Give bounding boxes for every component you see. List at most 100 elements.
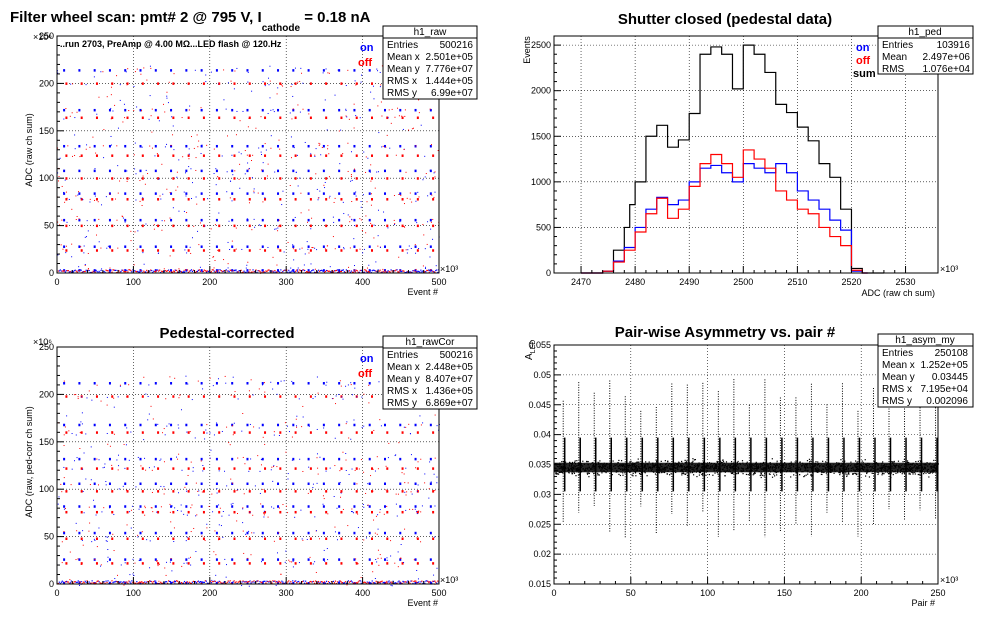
noise-point: [299, 177, 301, 179]
noise-point: [264, 143, 266, 145]
panel-pedestal: Shutter closed (pedestal data) 2470 2480 2…: [522, 11, 974, 298]
baseline-point: [237, 581, 239, 583]
noise-point: [75, 434, 77, 436]
on-point: [108, 582, 111, 585]
on-point: [215, 558, 218, 561]
noise-point: [342, 508, 344, 510]
on-point: [93, 505, 96, 508]
noise-point: [198, 140, 200, 142]
on-point: [231, 192, 234, 195]
asym-point: [741, 460, 744, 462]
noise-point: [190, 168, 192, 170]
off-point: [355, 224, 358, 228]
on-point: [322, 192, 325, 195]
on-point: [185, 245, 188, 248]
off-point: [218, 467, 221, 470]
on-point: [399, 505, 402, 508]
asym-point: [912, 471, 914, 474]
asym-point: [620, 460, 623, 462]
noise-point: [151, 491, 153, 493]
noise-point: [167, 102, 169, 104]
on-point: [170, 108, 173, 112]
off-point: [340, 537, 343, 540]
asym-point: [686, 460, 688, 462]
noise-point: [246, 154, 248, 156]
on-point: [108, 245, 111, 248]
x-tick-label: 2480: [625, 277, 645, 287]
on-point: [429, 108, 432, 112]
baseline-point: [364, 269, 366, 271]
noise-point: [327, 145, 329, 147]
noise-point: [403, 149, 405, 151]
on-point: [108, 144, 111, 148]
asym-point: [588, 472, 591, 474]
asym-point: [693, 459, 696, 461]
noise-point: [64, 508, 66, 510]
baseline-point: [322, 582, 325, 584]
noise-point: [198, 244, 200, 246]
noise-point: [270, 469, 272, 471]
noise-point: [298, 562, 300, 564]
noise-point: [148, 413, 150, 415]
noise-point: [242, 110, 244, 112]
stats-title: h1_asym_my: [895, 335, 954, 346]
off-point: [248, 467, 251, 470]
off-point: [371, 249, 374, 252]
noise-point: [110, 118, 112, 120]
noise-point: [59, 224, 61, 226]
noise-point: [262, 488, 264, 490]
baseline-point: [388, 580, 390, 582]
noise-point: [145, 393, 147, 395]
noise-point: [241, 248, 243, 250]
noise-point: [224, 375, 226, 377]
noise-point: [261, 561, 263, 563]
noise-point: [130, 431, 132, 433]
noise-point: [250, 379, 252, 381]
baseline-point: [393, 270, 395, 272]
noise-point: [205, 81, 207, 83]
asym-point: [917, 460, 919, 462]
noise-point: [390, 122, 392, 124]
noise-point: [405, 426, 407, 428]
off-point: [95, 154, 98, 157]
off-point: [340, 154, 343, 157]
noise-point: [267, 516, 269, 518]
noise-point: [109, 248, 111, 250]
off-point: [386, 490, 389, 493]
noise-point: [416, 537, 418, 539]
on-point: [63, 108, 66, 112]
noise-point: [399, 220, 401, 222]
baseline-point: [227, 580, 229, 582]
noise-point: [168, 423, 170, 425]
noise-point: [201, 144, 203, 146]
noise-point: [353, 512, 355, 514]
asym-point: [868, 476, 871, 478]
noise-point: [264, 197, 266, 199]
noise-point: [214, 260, 216, 262]
on-point: [63, 457, 66, 461]
noise-point: [106, 433, 108, 435]
on-point: [292, 423, 295, 427]
noise-point: [434, 191, 436, 193]
on-point: [292, 505, 295, 508]
off-point: [111, 154, 114, 157]
noise-point: [158, 580, 160, 582]
off-point: [126, 510, 129, 514]
noise-point: [307, 248, 309, 250]
on-point: [277, 192, 280, 195]
x-tick-label: 400: [355, 277, 370, 287]
noise-point: [291, 380, 293, 382]
baseline-point: [399, 269, 401, 272]
asym-point: [927, 471, 929, 473]
on-point: [185, 558, 188, 561]
noise-point: [156, 560, 158, 562]
baseline-point: [437, 580, 439, 582]
off-point: [279, 249, 282, 252]
on-point: [215, 457, 218, 461]
noise-point: [410, 454, 412, 456]
noise-point: [165, 574, 167, 576]
noise-point: [308, 113, 310, 115]
baseline-point: [151, 269, 153, 272]
baseline-point: [138, 271, 140, 273]
off-point: [309, 116, 312, 120]
